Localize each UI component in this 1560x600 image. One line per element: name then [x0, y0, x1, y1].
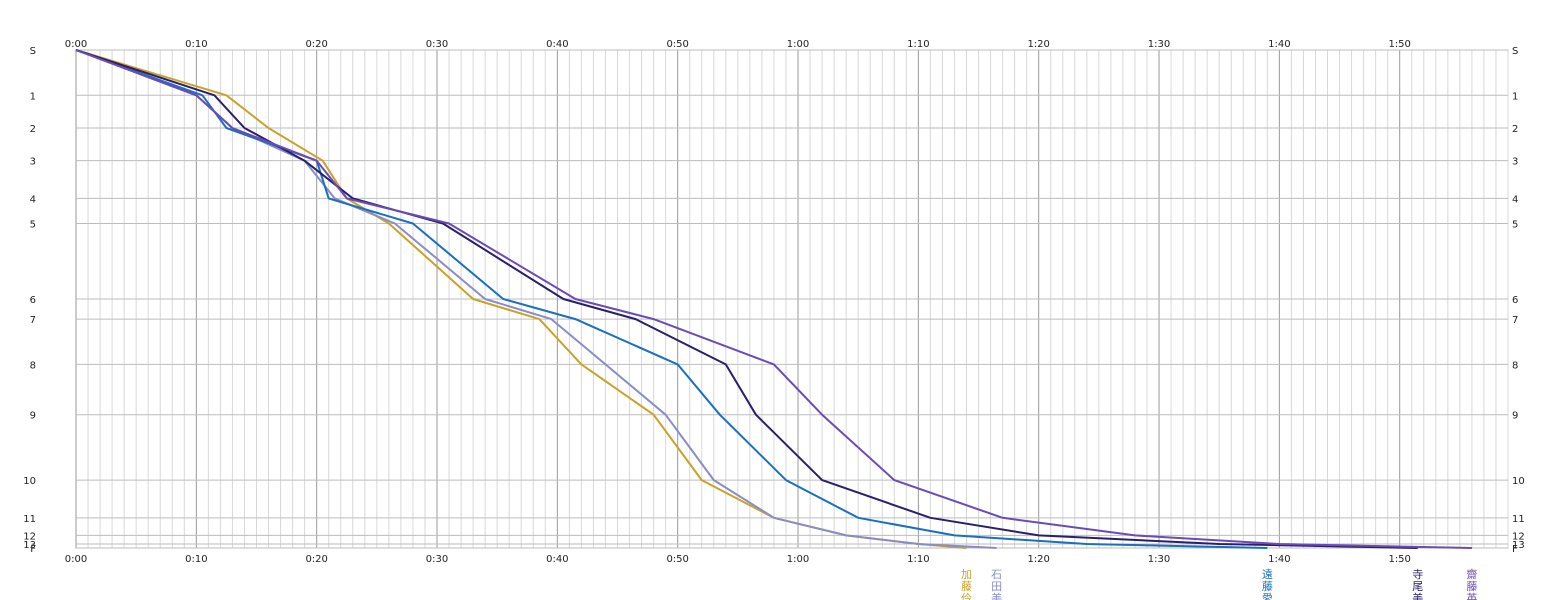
station-label-right: 11 [1512, 514, 1525, 525]
station-label-right: 12 [1512, 531, 1525, 542]
series-name-label: 寺尾美 [1412, 568, 1423, 600]
x-tick-label-top: 1:40 [1268, 39, 1290, 50]
x-tick-label-top: 0:30 [426, 39, 448, 50]
station-label-right: F [1512, 544, 1518, 555]
station-label-left: 13 [23, 540, 36, 551]
x-tick-label-top: 0:10 [185, 39, 207, 50]
x-tick-label-bottom: 0:00 [65, 554, 87, 565]
x-tick-label-bottom: 0:20 [305, 554, 327, 565]
x-tick-label-bottom: 1:40 [1268, 554, 1290, 565]
series-line [75, 49, 1472, 549]
x-tick-label-bottom: 1:20 [1027, 554, 1049, 565]
station-label-left: 5 [30, 220, 36, 231]
station-label-left: S [30, 46, 36, 57]
x-tick-label-bottom: 0:10 [185, 554, 207, 565]
series-name-label: 石田美 [991, 568, 1002, 600]
station-label-left: 3 [30, 157, 36, 168]
station-label-right: 9 [1512, 411, 1518, 422]
x-tick-label-top: 1:00 [787, 39, 809, 50]
series-line [75, 49, 1268, 549]
x-tick-label-top: 0:20 [305, 39, 327, 50]
x-tick-label-bottom: 0:30 [426, 554, 448, 565]
series-name-label: 齋藤英 [1466, 567, 1477, 600]
x-tick-label-bottom: 1:00 [787, 554, 809, 565]
station-label-left: 11 [23, 514, 36, 525]
station-label-left: 1 [30, 91, 36, 102]
x-tick-label-top: 0:50 [666, 39, 688, 50]
x-tick-label-bottom: 0:40 [546, 554, 568, 565]
station-label-right: 3 [1512, 157, 1518, 168]
x-tick-label-top: 1:20 [1027, 39, 1049, 50]
station-label-right: 1 [1512, 91, 1518, 102]
chart-axes: 0:00 0:00 0:10 0:10 0:20 0:20 0:30 0:30 0:40 0:40… [23, 39, 1524, 565]
x-tick-label-bottom: 1:10 [907, 554, 929, 565]
series-name-label: 加藤伶 [961, 568, 972, 600]
x-tick-label-bottom: 0:50 [666, 554, 688, 565]
series-lines [75, 49, 1472, 549]
station-label-left: F [30, 544, 36, 555]
station-label-right: 7 [1512, 315, 1518, 326]
x-tick-label-top: 1:30 [1148, 39, 1170, 50]
station-label-right: S [1512, 46, 1518, 57]
x-tick-label-top: 1:10 [907, 39, 929, 50]
x-tick-label-top: 0:40 [546, 39, 568, 50]
station-label-right: 10 [1512, 476, 1525, 487]
station-label-left: 8 [30, 360, 36, 371]
station-label-left: 7 [30, 315, 36, 326]
x-tick-label-bottom: 1:30 [1148, 554, 1170, 565]
station-label-right: 4 [1512, 194, 1518, 205]
station-label-right: 2 [1512, 124, 1518, 135]
station-label-left: 4 [30, 194, 36, 205]
station-label-right: 8 [1512, 360, 1518, 371]
station-label-left: 2 [30, 124, 36, 135]
station-label-left: 10 [23, 476, 36, 487]
x-tick-label-bottom: 1:50 [1388, 554, 1410, 565]
station-label-left: 12 [23, 531, 36, 542]
station-label-right: 13 [1512, 540, 1525, 551]
station-label-right: 5 [1512, 220, 1518, 231]
chart-grid [75, 49, 1509, 549]
station-label-right: 6 [1512, 295, 1518, 306]
station-label-left: 6 [30, 295, 36, 306]
x-tick-label-top: 1:50 [1388, 39, 1410, 50]
series-name-label: 遠藤愛 [1262, 568, 1273, 600]
x-tick-label-top: 0:00 [65, 39, 87, 50]
series-line [75, 49, 1418, 549]
station-label-left: 9 [30, 411, 36, 422]
series-labels: 加藤伶 石田美 遠藤愛 寺尾美 齋藤英 [961, 567, 1477, 600]
